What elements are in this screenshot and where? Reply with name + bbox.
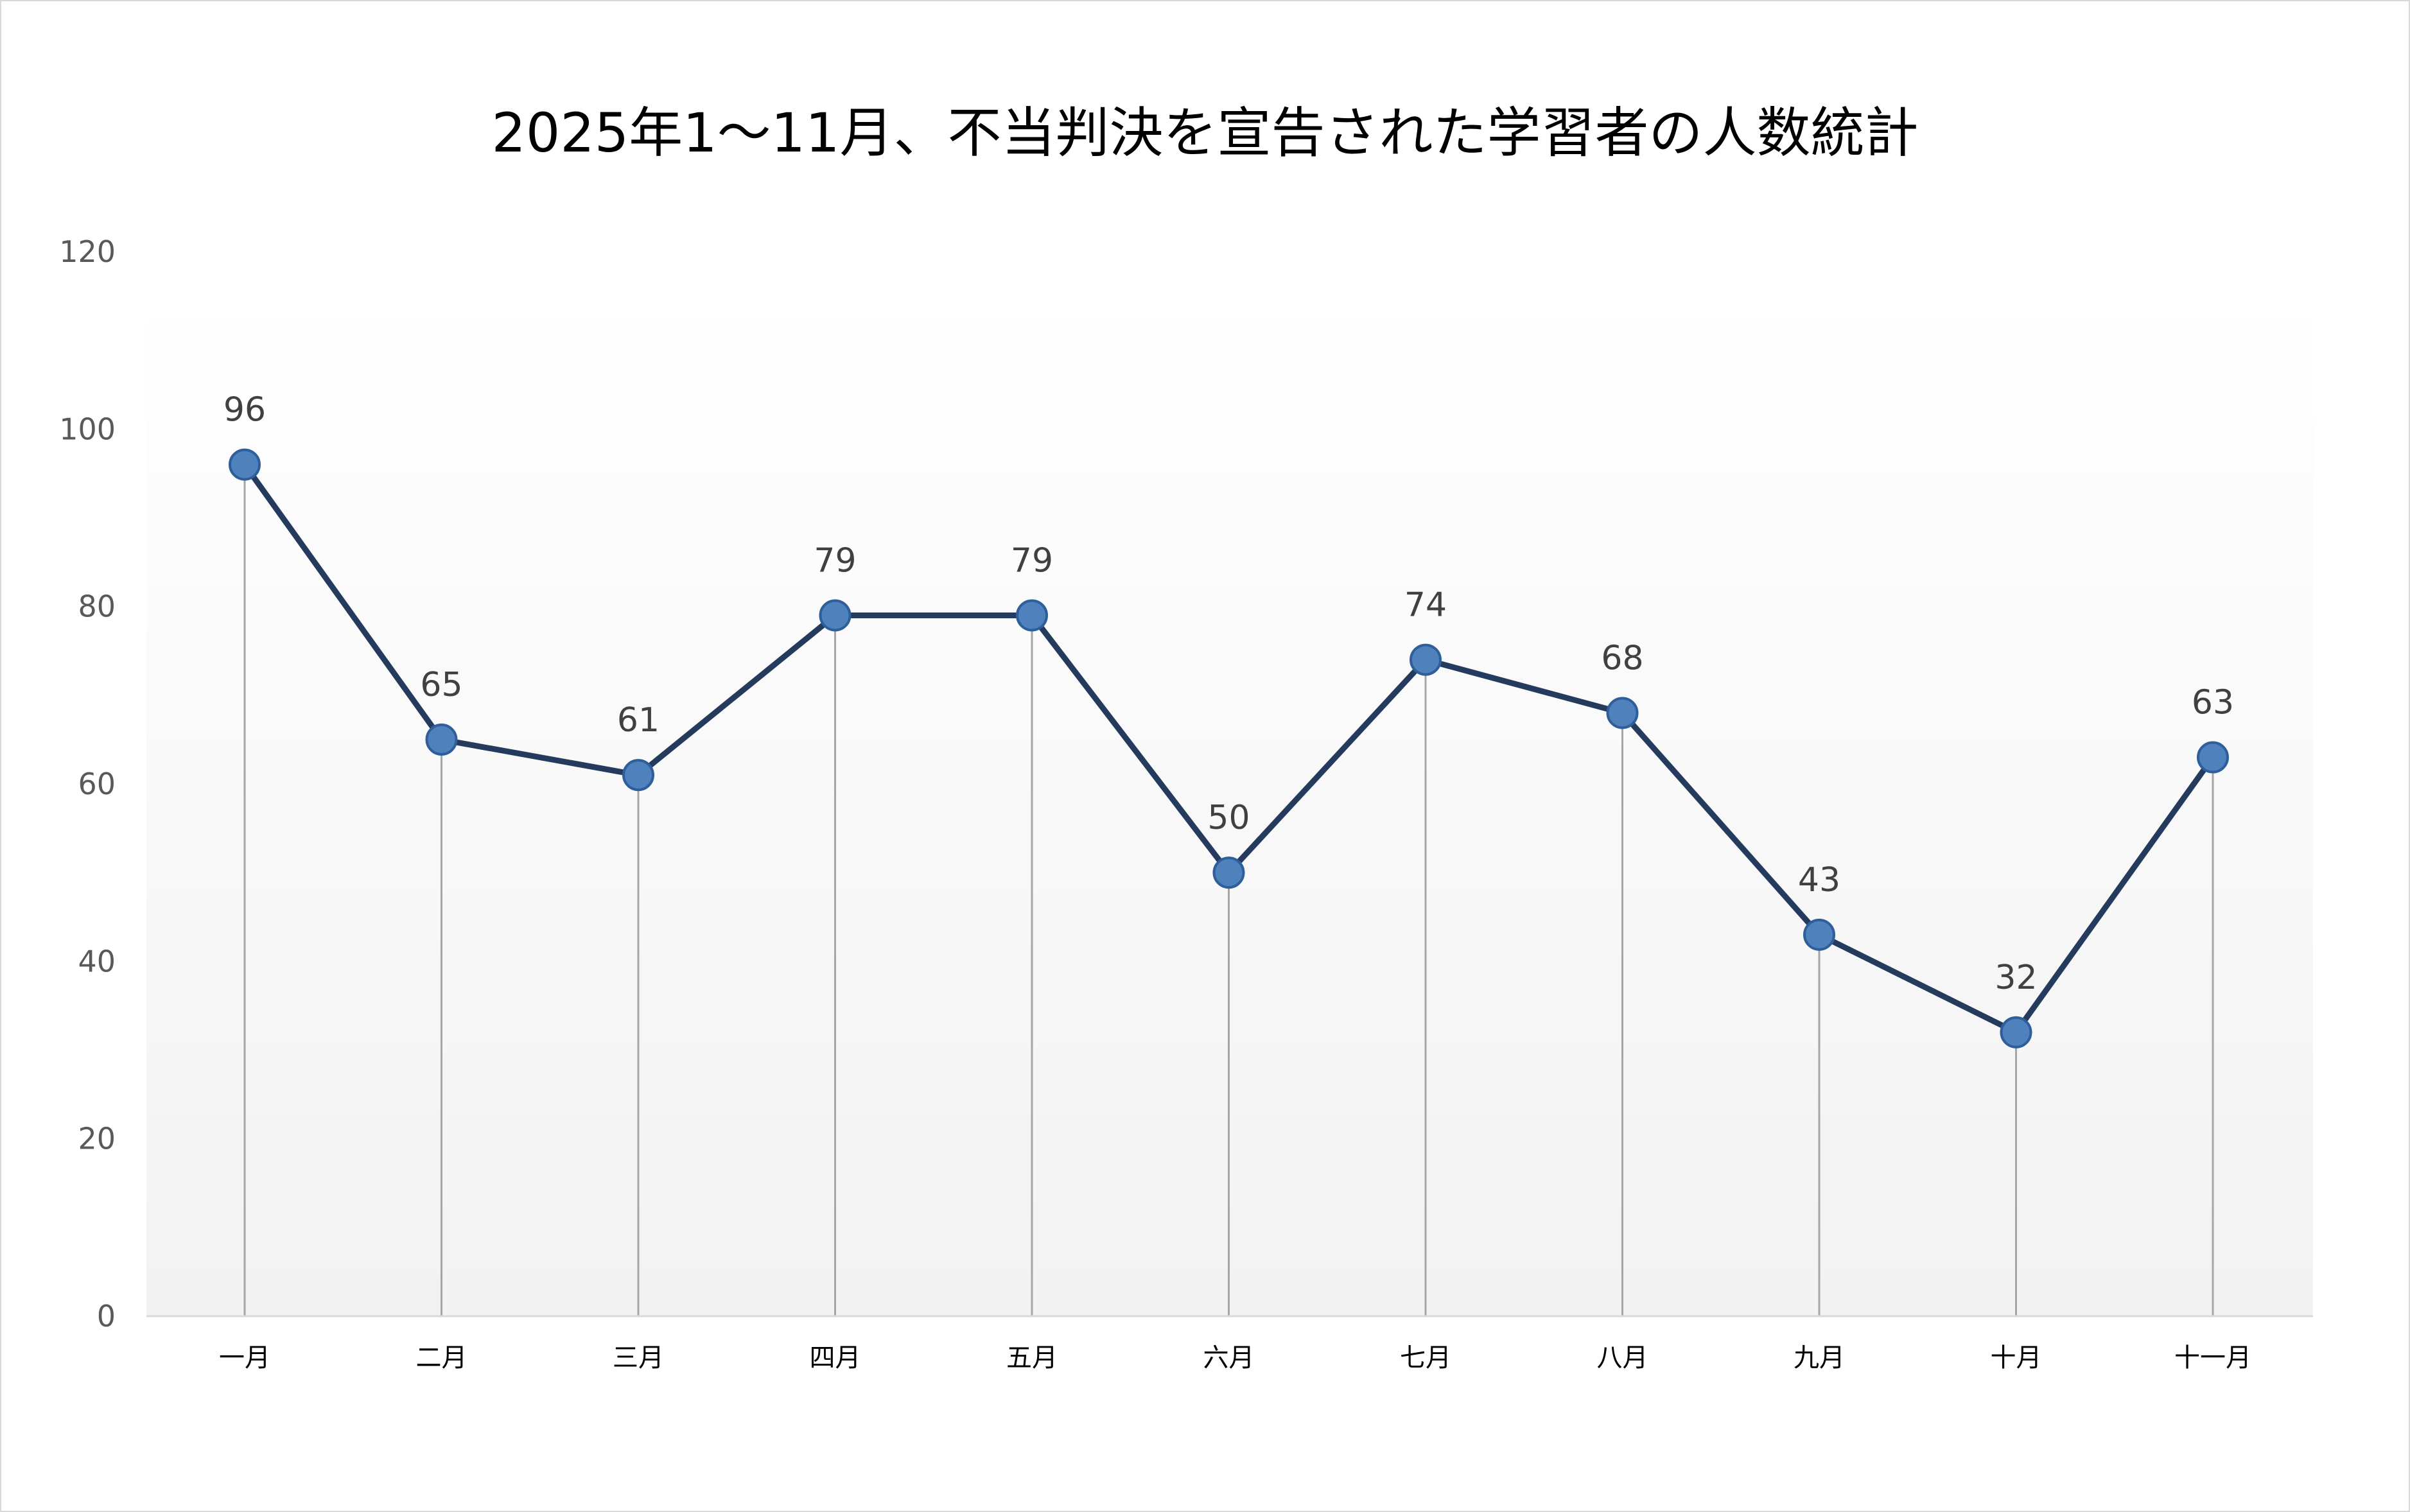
data-point-5 bbox=[1212, 856, 1245, 889]
data-point-7 bbox=[1606, 697, 1639, 729]
data-label-8: 43 bbox=[1798, 861, 1840, 899]
y-tick-label-1: 20 bbox=[78, 1122, 116, 1156]
y-tick-label-0: 0 bbox=[97, 1299, 116, 1334]
data-point-0 bbox=[229, 448, 261, 481]
y-tick-label-5: 100 bbox=[59, 412, 116, 446]
y-tick-label-6: 120 bbox=[59, 234, 116, 269]
series-markers bbox=[229, 448, 2229, 1048]
x-tick-label-1: 二月 bbox=[416, 1343, 467, 1373]
x-tick-label-6: 七月 bbox=[1400, 1343, 1451, 1373]
data-label-4: 79 bbox=[1011, 541, 1053, 580]
data-label-1: 65 bbox=[420, 666, 462, 704]
data-label-9: 32 bbox=[1995, 959, 2037, 997]
x-tick-label-8: 九月 bbox=[1794, 1343, 1845, 1373]
x-tick-label-7: 八月 bbox=[1597, 1343, 1648, 1373]
data-point-1 bbox=[425, 723, 458, 756]
x-tick-label-4: 五月 bbox=[1006, 1343, 1058, 1373]
y-tick-label-3: 60 bbox=[78, 767, 116, 801]
x-axis-category-labels: 一月 二月 三月 四月 五月 六月 七月 八月 九月 十月 十一月 bbox=[219, 1343, 2251, 1373]
y-axis-tick-labels: 0 20 40 60 80 100 120 bbox=[59, 234, 116, 1334]
data-label-6: 74 bbox=[1404, 586, 1447, 625]
data-label-7: 68 bbox=[1601, 639, 1643, 677]
data-point-9 bbox=[2000, 1016, 2032, 1048]
data-point-3 bbox=[819, 599, 851, 632]
y-tick-label-4: 80 bbox=[78, 589, 116, 624]
data-label-5: 50 bbox=[1207, 799, 1250, 837]
x-tick-label-3: 四月 bbox=[810, 1343, 861, 1373]
data-label-2: 61 bbox=[617, 701, 659, 740]
data-point-8 bbox=[1803, 918, 1835, 951]
data-label-0: 96 bbox=[223, 391, 266, 430]
data-point-4 bbox=[1016, 599, 1048, 632]
y-tick-label-2: 40 bbox=[78, 944, 116, 978]
drop-lines bbox=[243, 464, 2214, 1316]
x-tick-label-10: 十一月 bbox=[2174, 1343, 2251, 1373]
chart-title: 2025年1～11月、不当判決を宣告された学習者の人数統計 bbox=[491, 101, 1919, 164]
data-label-10: 63 bbox=[2192, 684, 2234, 722]
x-tick-label-5: 六月 bbox=[1203, 1343, 1255, 1373]
data-point-2 bbox=[622, 759, 654, 792]
data-point-10 bbox=[2197, 741, 2229, 774]
data-point-6 bbox=[1410, 643, 1442, 676]
data-labels: 96 65 61 79 79 50 74 68 43 32 63 bbox=[223, 391, 2234, 997]
x-tick-label-0: 一月 bbox=[219, 1343, 270, 1373]
x-tick-label-9: 十月 bbox=[1991, 1343, 2042, 1373]
x-tick-label-2: 三月 bbox=[613, 1343, 664, 1373]
data-label-3: 79 bbox=[814, 541, 856, 580]
